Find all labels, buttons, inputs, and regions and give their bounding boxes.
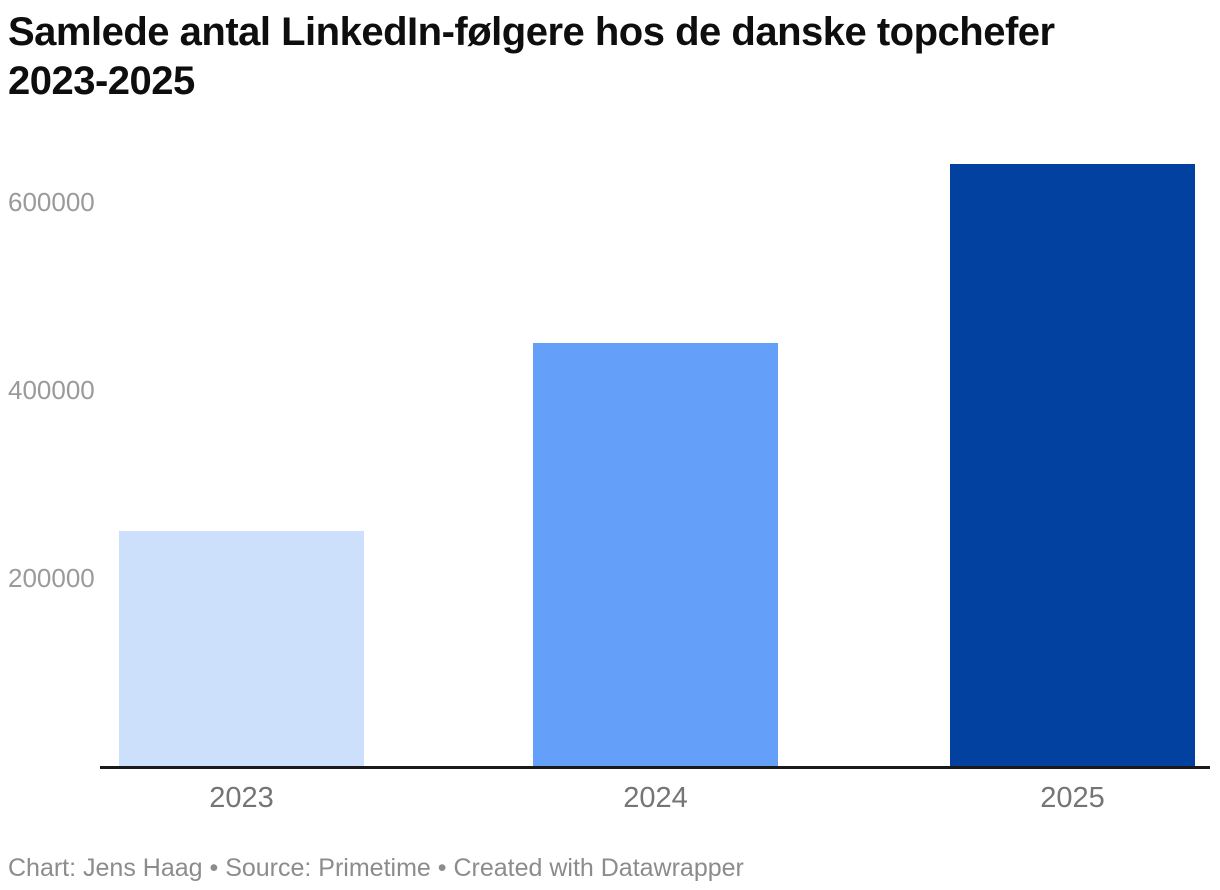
bar-2023[interactable]	[119, 531, 364, 766]
chart-footer: Chart: Jens Haag • Source: Primetime • C…	[8, 854, 744, 882]
x-label-2023: 2023	[209, 782, 274, 814]
x-label-2025: 2025	[1040, 782, 1105, 814]
bar-2025[interactable]	[950, 164, 1195, 766]
x-label-2024: 2024	[623, 782, 688, 814]
x-axis-line	[100, 766, 1210, 769]
chart-title: Samlede antal LinkedIn-følgere hos de da…	[8, 10, 1055, 103]
y-tick-label-400000: 400000	[8, 375, 95, 405]
y-tick-label-600000: 600000	[8, 187, 95, 217]
bar-2024[interactable]	[533, 343, 778, 766]
y-tick-label-200000: 200000	[8, 563, 95, 593]
